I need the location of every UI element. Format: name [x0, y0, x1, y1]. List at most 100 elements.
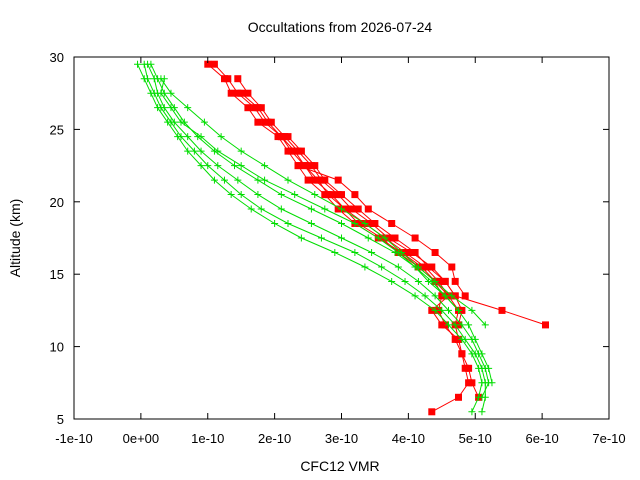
data-point: [338, 234, 345, 242]
data-point: [254, 104, 262, 112]
data-point: [481, 321, 489, 329]
data-point: [542, 321, 549, 329]
data-point: [331, 248, 339, 256]
data-point: [184, 147, 192, 155]
data-point: [394, 263, 402, 271]
data-point: [234, 176, 242, 184]
x-axis-label: CFC12 VMR: [300, 458, 379, 474]
data-point: [458, 350, 466, 358]
data-point: [431, 249, 439, 256]
data-point: [458, 321, 466, 329]
y-tick-label: 10: [50, 340, 64, 355]
y-tick-label: 30: [50, 50, 64, 65]
series-3: [234, 75, 549, 329]
data-point: [364, 234, 372, 242]
data-point: [160, 75, 168, 83]
data-point: [351, 191, 359, 199]
data-point: [498, 306, 506, 314]
data-point: [234, 75, 242, 83]
data-point: [421, 292, 429, 300]
data-point: [455, 393, 462, 401]
series-8: [140, 60, 489, 416]
data-point: [264, 118, 272, 126]
data-point: [461, 335, 469, 343]
y-tick-label: 5: [57, 412, 64, 427]
data-point: [261, 162, 269, 170]
data-point: [351, 220, 359, 228]
data-point: [368, 248, 376, 256]
data-point: [488, 379, 496, 387]
series-line: [297, 165, 466, 297]
data-point: [381, 234, 389, 242]
data-point: [244, 89, 252, 97]
data-point: [334, 176, 342, 184]
data-point: [294, 162, 302, 170]
data-point: [485, 364, 493, 372]
data-point: [284, 133, 292, 141]
data-point: [311, 162, 319, 170]
data-point: [307, 205, 315, 213]
data-point: [200, 118, 208, 126]
data-point: [451, 277, 459, 285]
data-point: [284, 220, 292, 228]
y-axis-label: Altitude (km): [7, 199, 23, 278]
data-point: [217, 133, 225, 141]
data-point: [388, 277, 396, 285]
data-point: [190, 147, 198, 155]
x-tick-label: 0e+00: [123, 431, 160, 446]
series-2: [210, 60, 483, 401]
series-layer: [134, 60, 549, 416]
data-point: [371, 220, 379, 227]
data-point: [411, 249, 419, 256]
data-point: [237, 89, 245, 97]
data-point: [455, 306, 463, 314]
data-point: [167, 104, 175, 112]
data-point: [414, 277, 422, 285]
data-point: [468, 306, 476, 314]
data-point: [321, 176, 329, 184]
data-point: [431, 292, 439, 300]
data-point: [424, 277, 432, 285]
data-point: [354, 205, 362, 213]
data-point: [307, 220, 315, 228]
data-point: [291, 191, 299, 199]
data-point: [461, 292, 469, 300]
data-point: [291, 147, 299, 155]
x-tick-label: -1e-10: [55, 431, 93, 446]
data-point: [351, 248, 359, 256]
data-point: [144, 75, 152, 83]
data-point: [214, 147, 222, 155]
data-point: [277, 205, 285, 213]
data-point: [134, 60, 142, 68]
data-point: [170, 118, 178, 126]
data-point: [338, 220, 345, 228]
data-point: [428, 408, 436, 416]
x-tick-label: 2e-10: [258, 431, 291, 446]
data-point: [448, 292, 456, 300]
data-point: [254, 191, 262, 199]
data-point: [220, 176, 228, 184]
x-tick-label: 6e-10: [526, 431, 559, 446]
data-point: [364, 205, 372, 213]
data-point: [465, 364, 473, 372]
data-point: [167, 89, 175, 97]
data-point: [391, 234, 399, 242]
data-point: [237, 191, 245, 199]
y-tick-label: 25: [50, 122, 64, 137]
data-point: [317, 234, 325, 242]
data-point: [361, 220, 369, 228]
data-point: [284, 176, 292, 184]
data-point: [204, 60, 212, 68]
data-point: [468, 379, 476, 387]
chart-title: Occultations from 2026-07-24: [248, 19, 433, 35]
series-line: [150, 63, 493, 383]
data-point: [431, 277, 439, 285]
data-point: [261, 176, 269, 184]
data-point: [394, 248, 402, 256]
data-point: [231, 162, 238, 170]
data-point: [184, 104, 192, 112]
data-point: [197, 162, 205, 170]
data-point: [214, 162, 222, 170]
data-point: [197, 147, 205, 155]
